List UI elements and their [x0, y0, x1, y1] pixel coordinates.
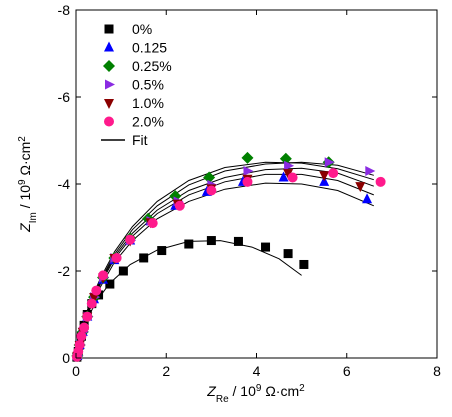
data-point — [98, 270, 109, 281]
y-tick-label: -4 — [58, 176, 71, 192]
legend-label: 2.0% — [132, 114, 164, 130]
data-point — [174, 200, 185, 211]
legend-marker — [104, 41, 114, 52]
data-point — [139, 253, 149, 263]
data-point — [242, 176, 253, 187]
data-point — [111, 252, 122, 263]
data-point — [319, 171, 330, 182]
legend-marker — [104, 24, 114, 34]
x-tick-label: 2 — [162, 363, 170, 379]
data-point — [243, 165, 254, 176]
x-tick-label: 0 — [72, 363, 80, 379]
data-point — [105, 279, 115, 289]
x-tick-label: 6 — [343, 363, 351, 379]
data-point — [184, 239, 194, 249]
y-tick-label: -6 — [58, 89, 71, 105]
data-point — [118, 266, 128, 276]
data-point — [287, 172, 298, 183]
data-point — [74, 339, 85, 350]
data-point — [86, 298, 97, 309]
legend-marker — [103, 60, 115, 72]
data-point — [279, 152, 292, 165]
legend-label: 0.25% — [132, 58, 172, 74]
data-point — [362, 193, 373, 204]
legend-marker — [104, 116, 114, 127]
data-point — [206, 236, 216, 246]
y-tick-label: 0 — [62, 350, 70, 366]
y-tick-label: -8 — [58, 2, 71, 18]
data-point — [76, 331, 87, 342]
data-point — [283, 249, 293, 259]
legend-label: 1.0% — [132, 95, 164, 111]
legend-label: Fit — [132, 132, 148, 148]
data-point — [299, 259, 309, 269]
data-point — [355, 182, 366, 193]
data-point — [125, 234, 136, 245]
data-point — [241, 151, 254, 164]
data-point — [147, 218, 158, 229]
legend-label: 0.125 — [132, 40, 167, 56]
legend-label: 0% — [132, 21, 152, 37]
legend-label: 0.5% — [132, 77, 164, 93]
data-points — [71, 151, 386, 362]
fit-curve — [75, 173, 374, 359]
legend-marker — [105, 79, 115, 90]
legend-marker — [104, 99, 114, 109]
data-point — [283, 169, 294, 180]
fit-curve — [75, 167, 374, 359]
data-point — [324, 157, 335, 168]
data-point — [79, 322, 90, 333]
y-tick-label: -2 — [58, 263, 71, 279]
data-point — [233, 236, 243, 246]
data-point — [89, 293, 100, 304]
x-axis-title: ZRe / 109 Ω·cm2 — [206, 383, 305, 405]
data-point — [203, 171, 216, 184]
data-point — [91, 285, 102, 296]
y-axis-title: ZIm / 109 Ω·cm2 — [17, 136, 39, 233]
data-point — [328, 168, 339, 179]
data-point — [261, 242, 271, 252]
legend: 0% 0.125 0.25% 0.5% 1.0% 2.0% Fit — [101, 21, 172, 148]
data-point — [206, 185, 217, 196]
axis-ticks: 0 2 4 6 8 0 -2 -4 -6 -8 — [58, 2, 442, 379]
x-tick-label: 8 — [433, 363, 441, 379]
data-point — [82, 311, 93, 322]
data-point — [365, 165, 376, 176]
x-tick-label: 4 — [253, 363, 261, 379]
data-point — [375, 176, 386, 187]
data-point — [284, 160, 295, 171]
data-point — [278, 171, 289, 182]
data-point — [157, 246, 167, 256]
